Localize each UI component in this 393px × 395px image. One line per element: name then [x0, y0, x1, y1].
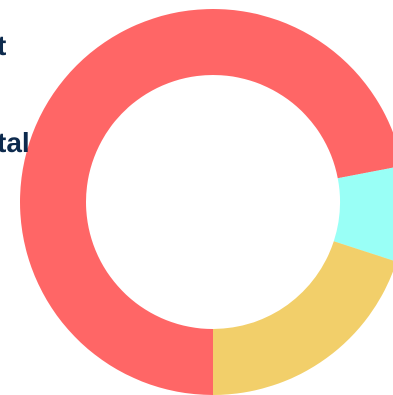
annotation: tal	[0, 127, 30, 158]
donut-slice	[213, 241, 393, 395]
donut-slice	[333, 167, 393, 261]
annotation: t	[0, 30, 6, 61]
donut-slice	[20, 9, 393, 395]
donut	[20, 9, 393, 395]
